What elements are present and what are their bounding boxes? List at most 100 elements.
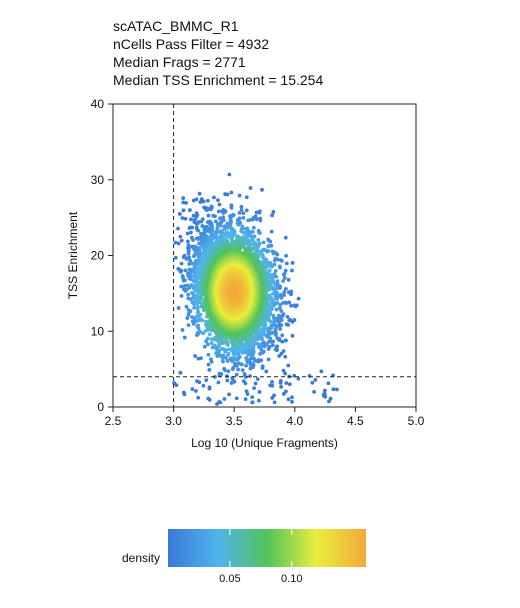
data-point [206,352,211,357]
data-point [173,255,178,260]
data-point [312,389,316,394]
data-point [260,255,265,260]
data-point [278,306,282,311]
data-point [276,314,281,319]
data-point [183,216,188,221]
data-point [181,200,186,205]
data-point [286,397,291,402]
data-point [181,208,186,213]
data-point [219,223,223,228]
data-point [282,293,286,298]
data-point [217,202,222,207]
title-line-3: Median Frags = 2771 [113,54,246,70]
data-point [268,336,273,341]
data-point [207,385,212,390]
data-point [173,240,178,245]
data-point [207,332,212,337]
data-point [290,261,295,265]
data-point [248,366,253,371]
data-point [196,323,200,328]
data-point [284,253,288,258]
data-point [274,344,279,349]
data-point [229,237,234,242]
data-point [213,214,217,219]
scatter-points [172,172,339,406]
data-point [180,216,185,220]
data-point [216,380,221,385]
data-point [273,268,278,273]
data-point [313,378,318,382]
data-point [230,214,234,219]
data-point [196,395,201,400]
data-point [207,368,212,372]
data-point [266,244,271,249]
data-point [215,222,220,227]
data-point [264,369,269,374]
data-point [259,348,264,352]
data-point [216,198,220,202]
data-point [197,380,202,385]
data-point [287,300,292,305]
data-point [221,211,226,215]
data-point [296,376,301,381]
data-point [290,395,294,400]
data-point [187,255,192,260]
data-point [278,378,283,383]
data-point [225,225,230,230]
data-point [267,293,272,298]
data-point [270,343,275,348]
data-point [201,383,206,388]
data-point [258,218,263,223]
data-point [239,207,244,212]
data-point [201,199,206,204]
data-point [206,213,211,218]
data-point [228,222,233,227]
data-point [214,231,218,236]
data-point [189,274,193,278]
data-point [185,239,190,244]
data-point [195,304,200,309]
data-point [290,399,294,404]
data-point [198,329,202,334]
data-point [273,295,278,300]
data-point [260,364,265,369]
data-point [278,265,282,270]
data-point [231,365,236,370]
data-point [281,349,286,353]
data-point [270,291,275,296]
data-point [290,333,295,338]
data-point [196,326,201,331]
data-point [252,386,256,391]
data-point [327,399,331,404]
data-point [229,381,234,385]
data-point [264,333,268,338]
data-point [272,319,276,324]
data-point [191,238,195,242]
data-point [296,296,301,301]
data-point [283,338,288,343]
data-point [230,356,235,360]
data-point [266,357,271,362]
data-point [283,371,288,376]
chart-title: scATAC_BMMC_R1 nCells Pass Filter = 4932… [113,18,323,88]
data-point [186,323,191,328]
data-point [239,204,244,209]
data-point [290,268,294,273]
data-point [178,370,183,375]
data-point [254,217,259,222]
data-point [212,235,217,240]
data-point [196,309,200,314]
data-point [280,333,285,338]
data-point [280,339,285,344]
data-point [254,210,259,215]
data-point [198,312,203,317]
data-point [272,258,277,263]
data-point [286,277,291,282]
data-point [227,392,231,397]
data-point [192,252,197,257]
data-point [197,241,202,246]
data-point [206,396,211,401]
data-point [242,371,247,376]
data-point [279,309,284,313]
data-point [195,293,200,298]
